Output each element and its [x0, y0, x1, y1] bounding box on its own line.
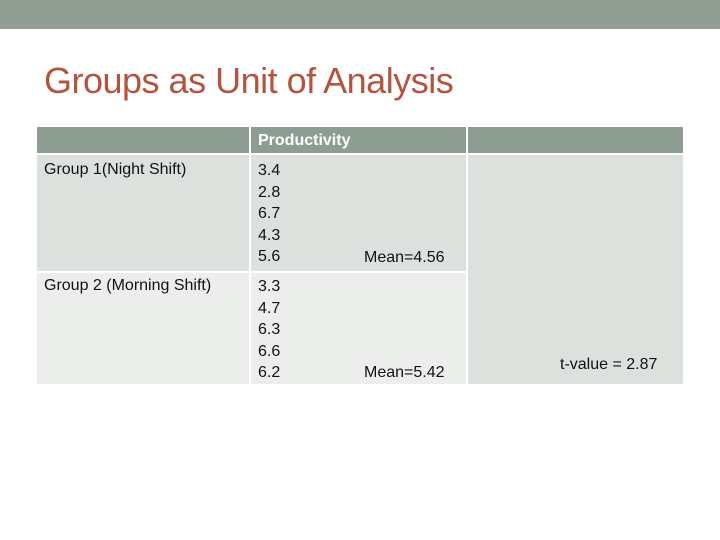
- value: 4.7: [258, 299, 281, 317]
- value: 3.3: [258, 278, 281, 295]
- value: 5.6: [258, 248, 281, 265]
- group-2-mean: Mean=5.42: [364, 364, 445, 381]
- t-value: t-value = 2.87: [560, 356, 658, 373]
- top-bar: [0, 0, 720, 29]
- value: 4.3: [258, 226, 281, 244]
- t-value-cell: t-value = 2.87: [468, 155, 683, 384]
- value: 6.6: [258, 342, 281, 360]
- header-cell-productivity: Productivity: [251, 127, 466, 153]
- value: 6.7: [258, 205, 281, 222]
- table-row-label: Group 2 (Morning Shift): [37, 273, 249, 384]
- table-row-values: 3.3 4.7 6.3 6.6 6.2 Mean=5.42: [251, 273, 466, 384]
- table-row-values: 3.4 2.8 6.7 4.3 5.6 Mean=4.56: [251, 155, 466, 271]
- value: 6.2: [258, 364, 281, 381]
- group-1-label: Group 1(Night Shift): [44, 161, 187, 178]
- group-2-label: Group 2 (Morning Shift): [44, 277, 212, 294]
- header-cell-result: [468, 127, 683, 153]
- slide-title: Groups as Unit of Analysis: [44, 60, 454, 101]
- value: 2.8: [258, 183, 281, 201]
- productivity-header: Productivity: [258, 132, 351, 149]
- value: 3.4: [258, 162, 281, 179]
- header-cell-label: [37, 127, 249, 153]
- table-row-label: Group 1(Night Shift): [37, 155, 249, 271]
- value: 6.3: [258, 321, 281, 338]
- group-1-mean: Mean=4.56: [364, 249, 445, 266]
